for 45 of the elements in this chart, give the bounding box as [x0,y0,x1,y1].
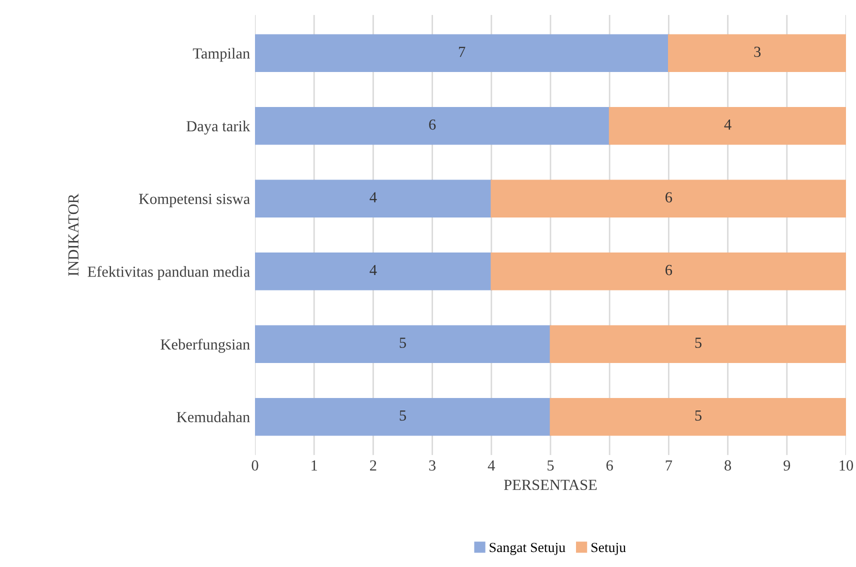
y-tick-label: Kompetensi siswa [138,194,250,208]
y-tick-label: Kemudahan [176,412,250,422]
data-label: 3 [754,46,761,58]
bar [608,107,846,145]
x-tick-label: 10 [840,460,854,471]
x-tick-label: 3 [429,460,436,471]
data-label: 5 [695,410,702,421]
bar [255,325,552,363]
data-label: 7 [459,46,466,57]
x-tick-label: 0 [252,460,258,471]
bar [255,107,610,145]
x-tick-label: 7 [666,460,672,470]
bar [550,398,846,436]
x-tick-label: 2 [370,460,376,470]
x-axis-title: PERSENTASE [504,480,597,490]
y-axis-title: INDIKATOR [68,194,79,276]
x-tick-label: 9 [784,460,790,471]
bar [255,398,552,436]
data-label: 5 [695,338,702,348]
y-tick-label: Efektivitas panduan media [88,266,250,280]
data-label: 6 [666,192,672,202]
y-tick-label: Tampilan [192,48,250,62]
bar [490,180,846,218]
legend-label: Setuju [592,542,626,555]
bar [550,325,846,363]
x-tick-label: 5 [548,460,554,471]
y-tick-label: Daya tarik [186,120,250,135]
data-label: 4 [370,192,377,202]
x-tick-label: 1 [312,460,318,470]
bar [490,252,846,290]
data-label: 5 [400,410,406,421]
data-label: 5 [400,338,406,348]
y-tick-label: Keberfungsian [160,338,250,353]
data-label: 4 [724,120,732,130]
x-tick-label: 8 [724,460,732,471]
x-tick-label: 6 [606,460,613,471]
x-tick-label: 4 [488,460,495,470]
bar [255,34,670,72]
bar [255,252,492,290]
data-label: 4 [370,264,377,276]
bar [255,180,492,218]
bar [668,34,846,72]
data-label: 6 [429,119,436,130]
legend-label: Sangat Setuju [490,542,566,556]
data-label: 6 [666,264,672,276]
